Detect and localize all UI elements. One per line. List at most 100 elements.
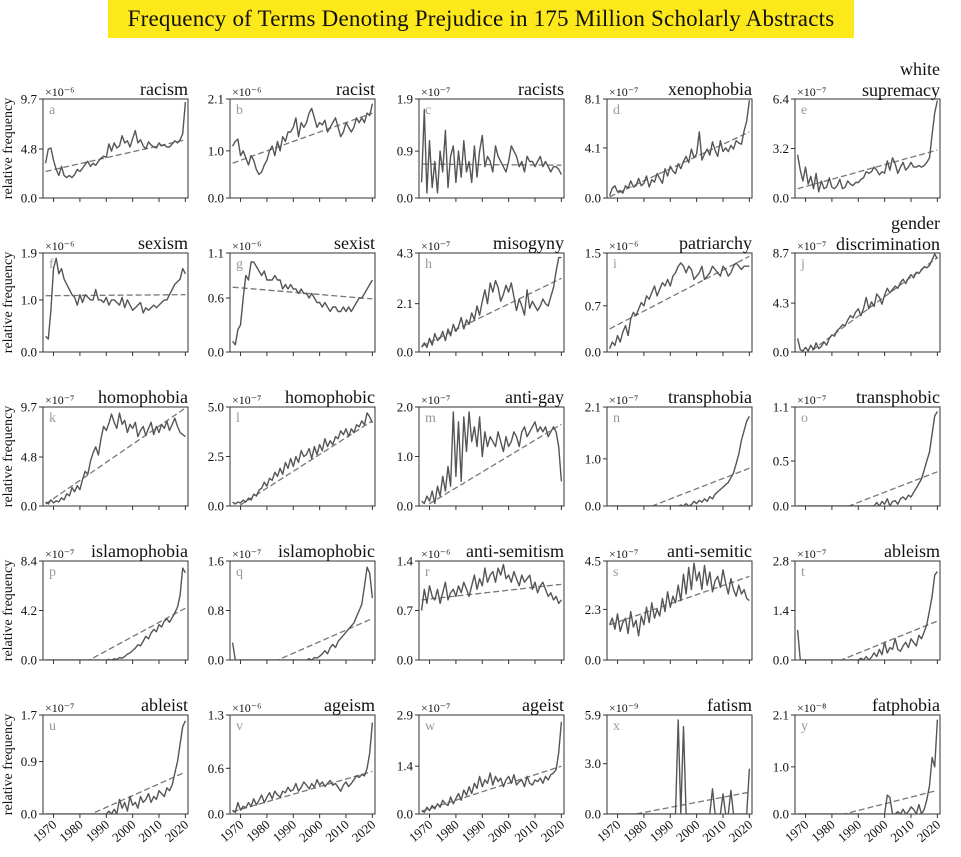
x-tick-label: 1980 xyxy=(56,817,86,845)
trend-line xyxy=(847,471,938,506)
panel-frame xyxy=(606,714,753,815)
panel-frame xyxy=(229,252,376,353)
y-tick-label: 6.4 xyxy=(773,92,790,107)
panel-islamophobia: 0.0 4.2 8.4 ×10⁻⁷ p islamophobia relative freq… xyxy=(1,541,189,668)
axis-exponent: ×10⁻⁸ xyxy=(797,701,826,715)
panel-letter: w xyxy=(425,719,436,734)
y-tick-label: 2.5 xyxy=(208,449,224,464)
series-line xyxy=(797,719,939,814)
panel-title: racists xyxy=(518,79,564,99)
axis-exponent: ×10⁻⁷ xyxy=(421,393,450,407)
x-tick-label: 2020 xyxy=(538,817,568,845)
y-tick-label: 8.1 xyxy=(585,92,601,107)
series-line xyxy=(45,257,187,340)
trend-line xyxy=(89,771,186,814)
chart-title: Frequency of Terms Denoting Prejudice in… xyxy=(127,6,835,31)
trend-line xyxy=(421,163,562,166)
y-tick-label: 0.0 xyxy=(21,191,37,206)
y-tick-label: 5.0 xyxy=(208,400,224,415)
y-tick-label: 2.1 xyxy=(585,400,601,415)
panel-frame xyxy=(794,714,941,815)
y-tick-label: 0.0 xyxy=(397,653,413,668)
axis-exponent: ×10⁻⁷ xyxy=(797,393,826,407)
y-tick-label: 1.5 xyxy=(585,246,601,261)
panel-frame xyxy=(606,560,753,661)
y-tick-label: 0.0 xyxy=(397,191,413,206)
trend-line xyxy=(232,112,373,164)
series-line xyxy=(232,722,374,814)
y-tick-label: 0.0 xyxy=(773,191,789,206)
series-line xyxy=(421,721,563,813)
y-tick-label: 0.5 xyxy=(773,454,789,469)
x-tick-label: 2020 xyxy=(349,817,379,845)
panel-title: anti-gay xyxy=(505,387,564,407)
trend-line xyxy=(609,255,750,330)
axis-exponent: ×10⁻⁷ xyxy=(45,393,74,407)
series-line xyxy=(420,108,563,194)
y-tick-label: 2.0 xyxy=(397,400,413,415)
x-tick-label: 1990 xyxy=(83,817,113,845)
series-line xyxy=(231,566,374,660)
y-tick-label: 0.0 xyxy=(585,499,601,514)
y-axis-label: relative frequency xyxy=(1,252,16,353)
y-tick-label: 0.9 xyxy=(397,144,413,159)
series-line xyxy=(232,412,374,505)
axis-exponent: ×10⁻⁶ xyxy=(45,239,74,253)
panel-letter: v xyxy=(236,719,243,734)
y-tick-label: 1.9 xyxy=(21,246,37,261)
y-tick-label: 0.0 xyxy=(208,807,224,822)
axis-exponent: ×10⁻⁷ xyxy=(797,547,826,561)
panel-transphobic: 0.0 0.5 1.1 ×10⁻⁷ o transphobic xyxy=(773,387,941,514)
y-tick-label: 4.3 xyxy=(773,296,789,311)
y-tick-label: 1.0 xyxy=(585,451,601,466)
trend-line xyxy=(421,277,562,347)
x-tick-label: 1980 xyxy=(620,817,650,845)
axis-exponent: ×10⁻⁷ xyxy=(797,239,826,253)
panel-homophobia: 0.0 4.8 9.7 ×10⁻⁷ k homophobia relative freque… xyxy=(1,387,189,514)
panel-title: fatphobia xyxy=(872,695,940,715)
axis-exponent: ×10⁻⁷ xyxy=(45,547,74,561)
y-tick-label: 1.1 xyxy=(208,246,224,261)
trend-line xyxy=(237,420,373,506)
x-tick-label: 2010 xyxy=(135,817,165,845)
axis-exponent: ×10⁻⁷ xyxy=(609,393,638,407)
x-tick-label: 2020 xyxy=(726,817,756,845)
panel-fatphobia: 0.01.02.1197019801990200020102020×10⁻⁸yf… xyxy=(773,695,944,845)
series-line xyxy=(609,719,751,814)
x-tick-label: 1990 xyxy=(647,817,677,845)
x-tick-label: 2000 xyxy=(485,817,515,845)
axis-exponent: ×10⁻⁶ xyxy=(609,239,638,253)
panel-frame xyxy=(229,98,376,199)
y-tick-label: 0.0 xyxy=(585,653,601,668)
panel-letter: q xyxy=(236,565,243,580)
y-tick-label: 0.0 xyxy=(397,807,413,822)
y-tick-label: 0.0 xyxy=(397,345,413,360)
panel-frame xyxy=(42,406,189,507)
panel-letter: j xyxy=(800,257,805,272)
x-tick-label: 2000 xyxy=(673,817,703,845)
x-tick-label: 1980 xyxy=(808,817,838,845)
axis-exponent: ×10⁻⁶ xyxy=(45,85,74,99)
trend-line xyxy=(650,467,750,506)
y-tick-label: 0.9 xyxy=(21,754,37,769)
y-tick-label: 0.0 xyxy=(773,653,789,668)
panel-letter: s xyxy=(613,565,618,580)
axis-exponent: ×10⁻⁶ xyxy=(232,239,261,253)
panel-patriarchy: 0.0 0.7 1.5 ×10⁻⁶ i patriarchy xyxy=(585,233,753,360)
trend-line xyxy=(808,257,938,352)
panel-letter: g xyxy=(236,257,243,272)
y-tick-label: 4.3 xyxy=(397,246,413,261)
y-tick-label: 3.2 xyxy=(773,141,789,156)
panel-title: homophobia xyxy=(98,387,188,407)
y-tick-label: 1.0 xyxy=(397,449,413,464)
series-line xyxy=(608,262,750,349)
y-tick-label: 0.7 xyxy=(585,298,602,313)
panel-title: homophobic xyxy=(285,387,375,407)
panel-transphobia: 0.0 1.0 2.1 ×10⁻⁷ n transphobia xyxy=(585,387,753,514)
panel-frame xyxy=(794,252,941,353)
panel-letter: y xyxy=(801,719,808,734)
axis-exponent: ×10⁻⁶ xyxy=(232,85,261,99)
axis-exponent: ×10⁻⁷ xyxy=(609,85,638,99)
